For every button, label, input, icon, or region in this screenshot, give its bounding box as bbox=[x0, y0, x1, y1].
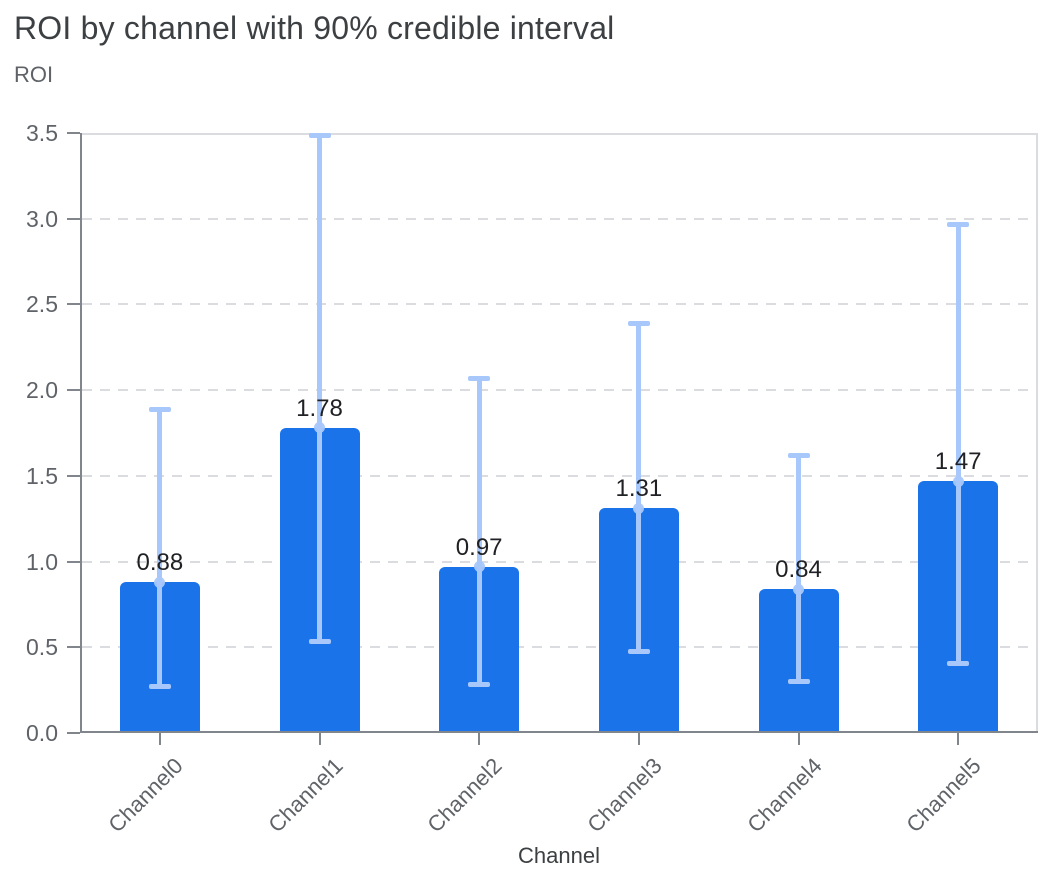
value-label-channel2: 0.97 bbox=[455, 533, 503, 561]
error-bar-mean-dot-channel4 bbox=[793, 583, 804, 595]
plot-border-top bbox=[80, 133, 1038, 135]
error-bar-cap-low-channel4 bbox=[787, 678, 810, 684]
y-tick-label-3.5: 3.5 bbox=[26, 120, 58, 146]
gridline-1.0 bbox=[82, 560, 1036, 563]
chart-title: ROI by channel with 90% credible interva… bbox=[14, 10, 615, 46]
error-bar-channel5 bbox=[955, 223, 961, 665]
value-label-channel5: 1.47 bbox=[934, 448, 982, 475]
error-bar-mean-dot-channel2 bbox=[473, 561, 485, 573]
y-tick-label-1.0: 1.0 bbox=[26, 548, 58, 575]
error-bar-channel1 bbox=[317, 134, 322, 643]
value-label-channel0: 0.88 bbox=[136, 549, 184, 577]
x-tick-channel3 bbox=[637, 733, 640, 745]
error-bar-cap-high-channel5 bbox=[947, 221, 970, 227]
error-bar-channel3 bbox=[636, 323, 642, 653]
y-tick-label-1.5: 1.5 bbox=[26, 462, 58, 489]
error-bar-cap-high-channel0 bbox=[148, 407, 171, 412]
error-bar-mean-dot-channel1 bbox=[314, 422, 325, 434]
error-bar-mean-dot-channel5 bbox=[952, 475, 964, 487]
gridline-3.0 bbox=[82, 217, 1036, 220]
error-bar-cap-low-channel3 bbox=[627, 649, 650, 655]
error-bar-cap-low-channel1 bbox=[308, 639, 331, 645]
error-bar-cap-high-channel3 bbox=[627, 321, 650, 327]
y-tick-3.5 bbox=[67, 132, 80, 134]
gridline-0.5 bbox=[82, 646, 1036, 649]
y-axis-line bbox=[80, 133, 82, 733]
value-label-channel1: 1.78 bbox=[296, 394, 343, 422]
y-tick-label-2.5: 2.5 bbox=[26, 291, 58, 318]
y-tick-2.5 bbox=[67, 303, 80, 306]
y-tick-0.5 bbox=[67, 646, 80, 649]
y-tick-3.0 bbox=[67, 217, 80, 220]
x-tick-channel0 bbox=[158, 733, 161, 745]
y-tick-label-2.0: 2.0 bbox=[26, 377, 58, 404]
error-bar-cap-high-channel1 bbox=[308, 132, 331, 138]
gridline-1.5 bbox=[82, 474, 1036, 477]
y-tick-2.0 bbox=[67, 389, 80, 392]
x-axis-line bbox=[80, 731, 1038, 733]
x-axis-title: Channel bbox=[518, 843, 600, 868]
y-tick-0.0 bbox=[67, 732, 80, 734]
x-tick-channel1 bbox=[318, 733, 321, 745]
plot-border-right bbox=[1036, 133, 1038, 733]
y-tick-1.5 bbox=[67, 474, 80, 477]
error-bar-mean-dot-channel3 bbox=[633, 502, 645, 514]
y-tick-1.0 bbox=[67, 560, 80, 563]
error-bar-cap-low-channel0 bbox=[148, 683, 171, 689]
x-tick-channel2 bbox=[478, 733, 481, 745]
value-label-channel4: 0.84 bbox=[775, 556, 822, 583]
error-bar-channel0 bbox=[157, 409, 163, 687]
gridline-2.0 bbox=[82, 389, 1036, 392]
error-bar-cap-high-channel2 bbox=[468, 376, 491, 382]
error-bar-cap-high-channel4 bbox=[787, 453, 810, 459]
x-tick-channel5 bbox=[957, 733, 960, 745]
plot-area: 0.0 0.5 1.0 1.5 2.0 2.5 3.0 3.5 0.88 Channel0 1.78… bbox=[26, 120, 1038, 837]
x-tick-channel4 bbox=[797, 733, 800, 745]
gridline-2.5 bbox=[82, 303, 1036, 306]
error-bar-cap-low-channel5 bbox=[947, 661, 970, 667]
value-label-channel3: 1.31 bbox=[615, 475, 663, 503]
y-tick-label-3.0: 3.0 bbox=[26, 205, 58, 232]
y-axis-title: ROI bbox=[14, 62, 54, 87]
error-bar-channel2 bbox=[476, 378, 482, 685]
error-bar-cap-low-channel2 bbox=[468, 682, 491, 687]
error-bar-mean-dot-channel0 bbox=[154, 576, 166, 588]
error-bar-channel4 bbox=[796, 455, 801, 682]
y-tick-label-0.0: 0.0 bbox=[26, 720, 58, 746]
y-tick-label-0.5: 0.5 bbox=[26, 634, 58, 661]
